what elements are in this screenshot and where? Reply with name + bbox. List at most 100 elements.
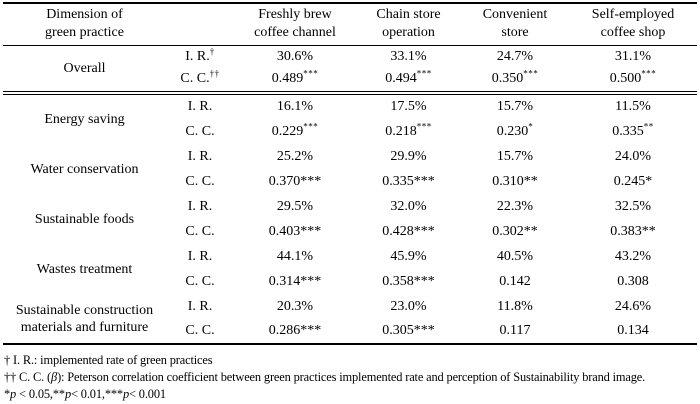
cc-value: 0.383** xyxy=(569,219,697,244)
sig-part: * xyxy=(4,387,11,401)
ir-row-label: I. R. xyxy=(187,148,213,164)
cc-row-label: C. C.†† xyxy=(166,68,234,91)
ir-value: 22.3% xyxy=(496,198,534,214)
header-col-line1: Self-employed xyxy=(591,7,675,23)
significance-stars: *** xyxy=(303,120,319,131)
significance-stars: ** xyxy=(643,120,654,131)
cc-row-label: C. C. xyxy=(185,223,215,239)
dimension-label-wastes-treatment: Wastes treatment xyxy=(36,261,133,277)
significance-stars: *** xyxy=(300,223,322,239)
significance-stars: *** xyxy=(523,68,539,79)
ir-row-label: I. R.† xyxy=(166,45,234,68)
table-row: Wastes treatment I. R. 44.1% 45.9% 40.5%… xyxy=(3,244,697,277)
table-row: C. C. 0.403*** 0.428*** 0.302** 0.383** xyxy=(3,219,697,244)
double-dagger-mark: †† xyxy=(209,68,220,79)
cc-number: 0.117 xyxy=(499,323,531,338)
cc-value: 0.134 xyxy=(569,319,697,344)
ir-value: 32.0% xyxy=(390,198,427,214)
cc-value: 0.142 xyxy=(461,269,569,294)
cc-number: 0.358 xyxy=(382,273,414,289)
ir-value: 20.3% xyxy=(276,298,314,314)
cc-value: 0.218*** xyxy=(356,119,461,144)
cc-number: 0.335 xyxy=(382,173,414,189)
significance-stars: ** xyxy=(523,173,538,189)
cc-number: 0.302 xyxy=(492,223,524,239)
cc-number: 0.230 xyxy=(496,123,529,139)
double-rule-separator xyxy=(3,90,697,95)
cc-value: 0.358*** xyxy=(356,269,461,294)
ir-value: 45.9% xyxy=(390,248,427,264)
ir-value: 43.2% xyxy=(614,248,652,264)
header-col-line2: coffee channel xyxy=(254,25,336,41)
ir-row-label: I. R. xyxy=(187,198,213,214)
ir-value: 29.5% xyxy=(276,198,314,214)
table-header-row: Dimension of green practice Freshly brew… xyxy=(3,3,697,46)
cc-value: 0.350*** xyxy=(461,68,569,91)
dimension-label-water-conservation: Water conservation xyxy=(30,161,139,177)
beta-symbol: β xyxy=(51,370,58,384)
significance-stars: *** xyxy=(413,173,435,189)
significance-stars: *** xyxy=(413,223,435,239)
significance-stars: ** xyxy=(641,223,656,239)
header-metric-spacer xyxy=(166,3,234,46)
double-rule-cell xyxy=(3,90,697,95)
sig-p: p xyxy=(10,387,17,401)
significance-stars: *** xyxy=(300,273,322,289)
cc-number: 0.335 xyxy=(612,123,644,139)
cc-number: 0.489 xyxy=(271,71,304,87)
significance-stars: *** xyxy=(641,68,657,79)
table-row: C. C. 0.286*** 0.305*** 0.117 0.134 xyxy=(3,319,697,344)
cc-number: 0.134 xyxy=(617,323,649,338)
sig-p: p xyxy=(64,387,71,401)
cc-value: 0.500*** xyxy=(569,68,697,91)
cc-number: 0.383 xyxy=(610,223,642,239)
cc-number: 0.494 xyxy=(385,71,417,87)
header-col-convenient-store: Convenient store xyxy=(461,3,569,46)
cc-number: 0.314 xyxy=(268,273,301,289)
cc-value: 0.335** xyxy=(569,119,697,144)
ir-value: 15.7% xyxy=(496,98,534,114)
header-col-line1: Freshly brew xyxy=(258,7,332,23)
footnote-cc-pre: †† C. C. ( xyxy=(4,370,52,384)
cc-row-label: C. C. xyxy=(185,173,215,189)
ir-row-label: I. R. xyxy=(187,248,213,264)
dimension-label-sustainable-foods: Sustainable foods xyxy=(34,211,135,227)
cc-value: 0.314*** xyxy=(234,269,356,294)
header-dimension: Dimension of green practice xyxy=(3,3,166,46)
significance-stars: *** xyxy=(413,323,435,338)
ir-value: 31.1% xyxy=(614,48,652,64)
cc-number: 0.229 xyxy=(271,123,304,139)
cc-number: 0.245 xyxy=(613,173,646,189)
significance-stars: *** xyxy=(416,120,432,131)
cc-value: 0.335*** xyxy=(356,169,461,194)
ir-value: 32.5% xyxy=(614,198,652,214)
sig-part: < 0.001 xyxy=(129,387,166,401)
header-col-line2: store xyxy=(501,25,529,41)
dagger-mark: † xyxy=(209,46,215,57)
cc-value: 0.286*** xyxy=(234,319,356,344)
cc-row-label: C. C. xyxy=(185,323,215,338)
cc-number: 0.428 xyxy=(382,223,414,239)
cc-row-label: C. C. xyxy=(185,123,215,139)
table-row: Energy saving I. R. 16.1% 17.5% 15.7% 11… xyxy=(3,94,697,127)
cc-number: 0.310 xyxy=(492,173,524,189)
ir-value: 24.7% xyxy=(496,48,534,64)
ir-value: 11.8% xyxy=(497,298,533,314)
dimension-label-sustainable-construction: Sustainable construction materials and f… xyxy=(15,302,154,335)
ir-value: 29.9% xyxy=(390,148,427,164)
ir-value: 24.6% xyxy=(614,298,652,314)
ir-value: 17.5% xyxy=(390,98,427,114)
footnote-ir: † I. R.: implemented rate of green pract… xyxy=(4,353,213,367)
cc-number: 0.308 xyxy=(617,273,649,289)
ir-value: 24.0% xyxy=(614,148,652,164)
table-row: C. C. 0.229*** 0.218*** 0.230* 0.335** xyxy=(3,119,697,144)
dimension-label-overall: Overall xyxy=(63,60,106,76)
footnote-significance: *p < 0.05,**p< 0.01,***p< 0.001 xyxy=(4,386,696,403)
ir-value: 16.1% xyxy=(276,98,314,114)
table-footnotes: † I. R.: implemented rate of green pract… xyxy=(3,345,697,403)
cc-value: 0.302** xyxy=(461,219,569,244)
table-row: C. C. 0.370*** 0.335*** 0.310** 0.245* xyxy=(3,169,697,194)
ir-value: 44.1% xyxy=(276,248,314,264)
significance-stars: *** xyxy=(416,68,432,79)
ir-row-label: I. R. xyxy=(187,98,213,114)
